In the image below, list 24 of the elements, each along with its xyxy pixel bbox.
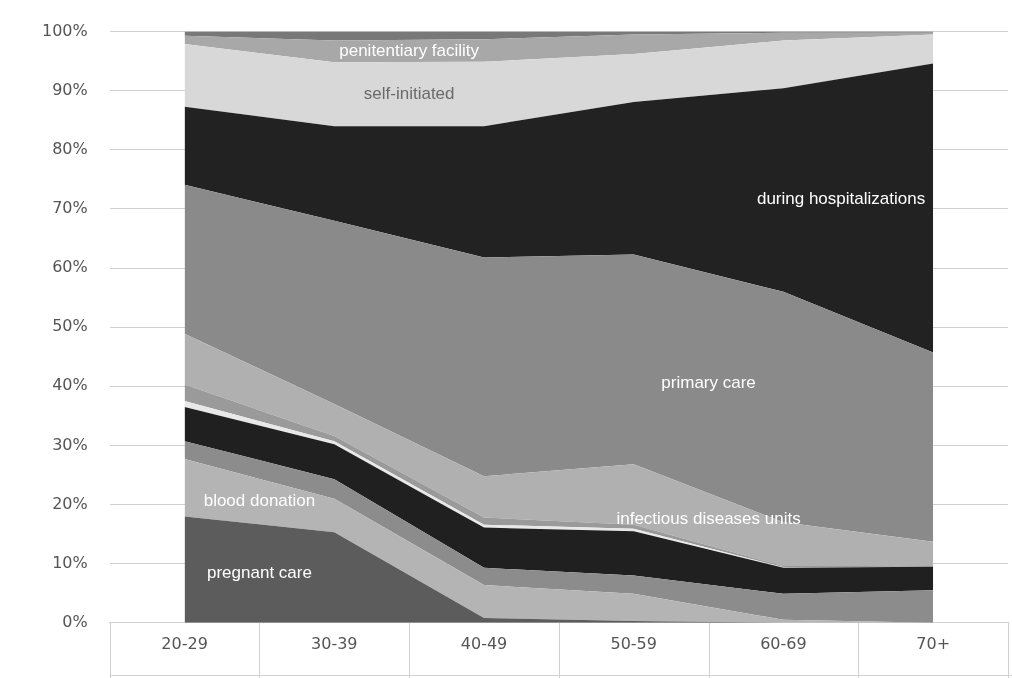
series-label: pregnant care xyxy=(207,563,312,583)
series-label: infectious diseases units xyxy=(616,509,801,529)
y-tick-label: 40% xyxy=(52,375,88,395)
x-tick-label: 30-39 xyxy=(311,633,358,653)
y-tick-label: 70% xyxy=(52,198,88,218)
series-label: self-initiated xyxy=(363,83,455,103)
y-tick-label: 30% xyxy=(52,434,88,454)
y-tick-label: 20% xyxy=(52,493,88,513)
x-tick-label: 50-59 xyxy=(610,633,657,653)
series-label: during hospitalizations xyxy=(756,188,926,208)
series-label: blood donation xyxy=(203,491,316,511)
y-tick-label: 80% xyxy=(52,139,88,158)
x-tick-label: 70+ xyxy=(916,633,951,653)
y-tick-label: 10% xyxy=(52,552,88,572)
y-tick-label: 90% xyxy=(52,79,88,99)
x-tick-label: 20-29 xyxy=(161,633,208,653)
x-tick-label: 40-49 xyxy=(460,633,508,653)
y-tick-label: 60% xyxy=(52,257,88,277)
y-tick-label: 100% xyxy=(41,20,88,40)
y-tick-label: 0% xyxy=(62,611,88,631)
series-label: primary care xyxy=(661,372,756,392)
y-tick-label: 50% xyxy=(52,316,88,336)
series-label: penitentiary facility xyxy=(339,40,480,60)
x-tick-label: 60-69 xyxy=(760,633,807,653)
